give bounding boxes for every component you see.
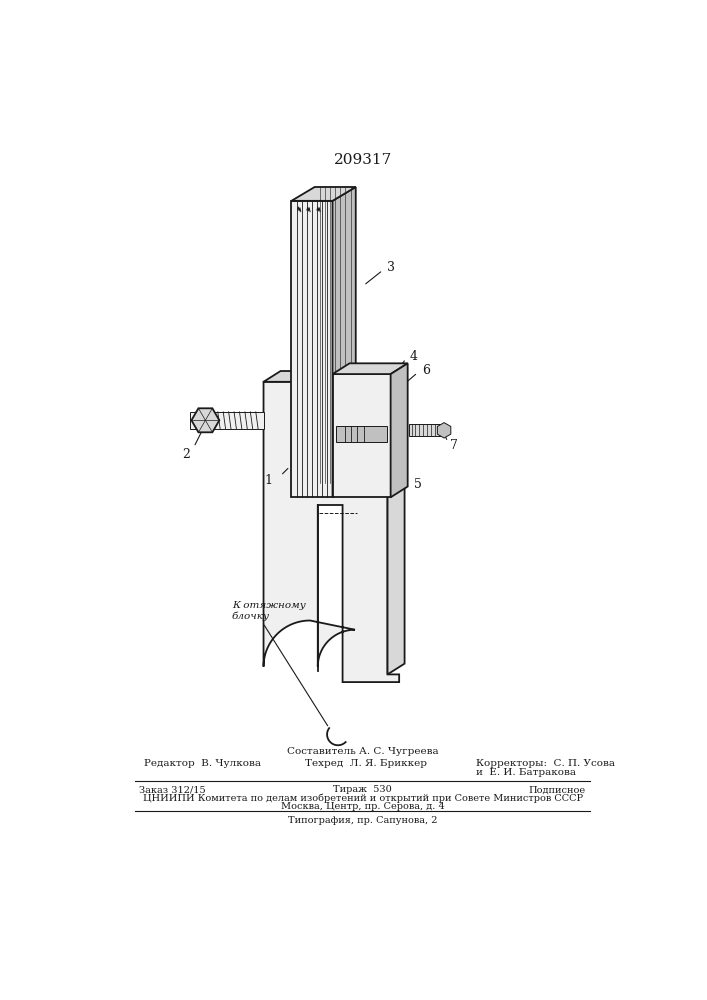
Polygon shape: [291, 187, 356, 201]
Text: 5: 5: [414, 478, 422, 491]
Text: Заказ 312/15: Заказ 312/15: [139, 785, 205, 794]
Text: 1: 1: [265, 474, 273, 487]
Text: Подписное: Подписное: [529, 785, 586, 794]
Text: и  Е. И. Батракова: и Е. И. Батракова: [476, 768, 576, 777]
Text: Типография, пр. Сапунова, 2: Типография, пр. Сапунова, 2: [288, 816, 438, 825]
Polygon shape: [391, 363, 408, 497]
Text: К отяжному
блочку: К отяжному блочку: [232, 601, 305, 621]
Text: Техред  Л. Я. Бриккер: Техред Л. Я. Бриккер: [305, 759, 427, 768]
Bar: [337, 426, 387, 442]
Bar: [190, 412, 264, 429]
Text: Москва, Центр, пр. Серова, д. 4: Москва, Центр, пр. Серова, д. 4: [281, 802, 445, 811]
Polygon shape: [332, 363, 408, 374]
Polygon shape: [332, 187, 356, 497]
Text: Тираж  530: Тираж 530: [333, 785, 392, 794]
Text: 4: 4: [410, 350, 418, 363]
Polygon shape: [264, 382, 399, 682]
Polygon shape: [387, 371, 404, 674]
Text: 209317: 209317: [334, 153, 392, 167]
Polygon shape: [291, 201, 332, 497]
Text: Редактор  В. Чулкова: Редактор В. Чулкова: [144, 759, 261, 768]
Text: 2: 2: [182, 448, 190, 461]
Polygon shape: [438, 423, 451, 438]
Text: Корректоры:  С. П. Усова: Корректоры: С. П. Усова: [476, 759, 615, 768]
Polygon shape: [264, 371, 404, 382]
Text: Составитель А. С. Чугреева: Составитель А. С. Чугреева: [287, 747, 438, 756]
Text: 6: 6: [421, 364, 430, 377]
Text: ЦНИИПИ Комитета по делам изобретений и открытий при Совете Министров СССР: ЦНИИПИ Комитета по делам изобретений и о…: [143, 794, 583, 803]
Text: 3: 3: [387, 261, 395, 274]
Polygon shape: [192, 408, 219, 432]
Bar: [332, 374, 391, 497]
Text: 7: 7: [450, 439, 458, 452]
Bar: [409, 424, 444, 436]
